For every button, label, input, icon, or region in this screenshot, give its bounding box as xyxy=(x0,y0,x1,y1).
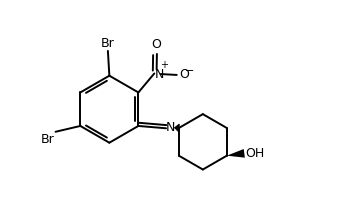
Text: Br: Br xyxy=(41,133,55,146)
Text: −: − xyxy=(185,66,194,76)
Text: O: O xyxy=(151,38,161,51)
Text: N: N xyxy=(155,68,164,81)
Polygon shape xyxy=(227,149,245,158)
Text: N: N xyxy=(166,121,175,134)
Text: +: + xyxy=(160,60,168,70)
Text: Br: Br xyxy=(101,37,115,50)
Text: OH: OH xyxy=(246,147,265,160)
Text: O: O xyxy=(180,68,190,81)
